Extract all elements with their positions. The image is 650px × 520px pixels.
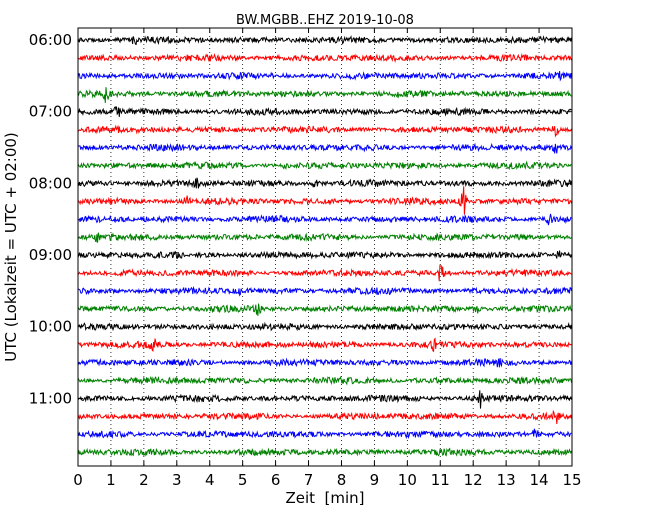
y-axis-ticks: 06:00 07:00 08:00 09:00 10:00 11:00: [29, 31, 572, 407]
trace-line: [77, 264, 572, 282]
trace-line: [77, 250, 572, 260]
trace-line: [77, 213, 572, 226]
x-tick-label: 15: [562, 471, 581, 489]
x-tick-label: 12: [464, 471, 483, 489]
trace-layer: [77, 34, 572, 457]
trace-line: [77, 409, 572, 425]
trace-line: [77, 142, 572, 154]
x-tick-label: 14: [530, 471, 549, 489]
x-tick-label: 4: [205, 471, 215, 489]
x-tick-label: 1: [106, 471, 116, 489]
trace-line: [77, 87, 572, 103]
x-tick-label: 5: [238, 471, 248, 489]
x-tick-label: 8: [337, 471, 347, 489]
trace-line: [77, 390, 572, 409]
y-tick-label: 07:00: [29, 103, 72, 121]
trace-line: [77, 186, 572, 215]
x-tick-label: 3: [172, 471, 182, 489]
x-tick-label: 11: [431, 471, 450, 489]
trace-line: [77, 232, 572, 243]
y-tick-label: 06:00: [29, 31, 72, 49]
trace-line: [77, 375, 572, 386]
y-tick-label: 11:00: [29, 389, 72, 407]
y-tick-label: 08:00: [29, 174, 72, 192]
trace-line: [77, 337, 572, 353]
trace-line: [77, 357, 572, 368]
x-tick-label: 7: [304, 471, 314, 489]
chart-title: BW.MGBB..EHZ 2019-10-08: [236, 13, 414, 28]
x-tick-label: 2: [139, 471, 149, 489]
trace-line: [77, 52, 572, 63]
x-tick-label: 10: [398, 471, 417, 489]
trace-line: [78, 303, 572, 316]
x-tick-label: 13: [497, 471, 516, 489]
trace-line: [77, 177, 572, 189]
trace-line: [77, 321, 572, 332]
x-tick-label: 6: [271, 471, 281, 489]
trace-line: [77, 70, 572, 82]
y-tick-label: 09:00: [29, 246, 72, 264]
trace-line: [77, 105, 572, 117]
trace-line: [77, 447, 572, 457]
y-axis-label: UTC (Lokalzeit = UTC + 02:00): [2, 132, 20, 362]
x-axis-label: Zeit [min]: [285, 489, 364, 507]
x-tick-label: 9: [370, 471, 380, 489]
trace-line: [77, 428, 572, 440]
trace-line: [77, 160, 572, 171]
trace-line: [77, 34, 572, 46]
trace-line: [77, 124, 572, 138]
plot-frame: [77, 27, 573, 467]
trace-line: [77, 285, 572, 297]
y-tick-label: 10:00: [29, 318, 72, 336]
x-axis-ticks: 0 1 2 3 4 5 6 7 8 9 10 11 12 13 14 15: [73, 28, 582, 489]
x-tick-label: 0: [73, 471, 83, 489]
